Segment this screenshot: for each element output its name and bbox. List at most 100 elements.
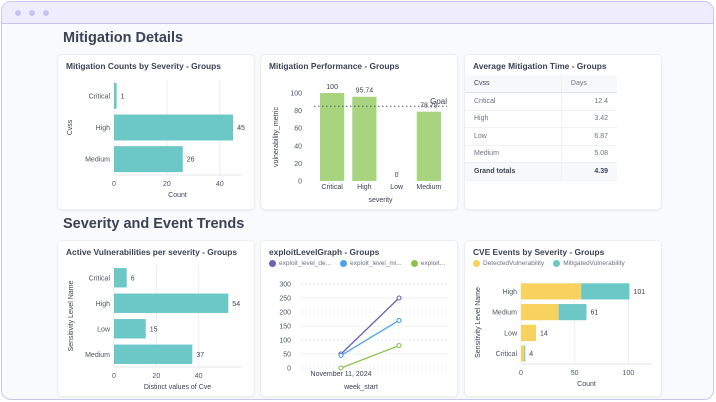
chart-legend: exploit_level_de... exploit_level_mi... … [269, 260, 445, 267]
row-value: 3.42 [560, 110, 617, 128]
card-cve-events[interactable]: CVE Events by Severity - Groups Detected… [464, 240, 662, 397]
y-tick-label: Critical [89, 93, 111, 100]
chart-legend: DetectedVulnerability MitigatedVulnerabi… [473, 260, 625, 267]
legend-item[interactable]: exploit_level_de... [269, 260, 331, 267]
x-tick-label: 50 [571, 370, 579, 377]
y-axis-title: Cvss [67, 119, 74, 135]
card-title: CVE Events by Severity - Groups [473, 247, 605, 257]
x-tick-label: November 11, 2024 [311, 371, 372, 378]
chart-active-vulnerabilities: 0 20 40 Critical 6 High 54 Low 15 Medium 37 Distinc… [68, 265, 241, 391]
y-tick-label: 50 [283, 352, 291, 359]
bar [416, 111, 441, 181]
bar [352, 96, 377, 181]
y-tick-label: 100 [290, 91, 302, 98]
bar-segment [581, 283, 630, 300]
bar [320, 93, 345, 181]
legend-item[interactable]: exploit_level_mi... [340, 260, 402, 267]
table-row: High 3.42 [465, 110, 617, 128]
column-header-days[interactable]: Days [560, 75, 617, 93]
x-tick-label: 0 [519, 370, 523, 377]
card-title: Mitigation Counts by Severity - Groups [66, 61, 221, 71]
x-axis-title: Distinct values of Cve [144, 384, 211, 391]
y-tick-label: 300 [279, 282, 291, 289]
legend-item[interactable]: MitigatedVulnerability [553, 260, 625, 267]
legend-label: MitigatedVulnerability [563, 260, 625, 267]
table-header-row: Cvss Days [465, 75, 617, 93]
y-tick-label: 40 [294, 143, 302, 150]
mitigation-time-table: Cvss Days Critical 12.4 High 3.42 Low 6.… [465, 75, 617, 181]
legend-swatch-icon [473, 260, 480, 267]
card-average-mitigation-time[interactable]: Average Mitigation Time - Groups Cvss Da… [464, 54, 662, 210]
y-tick-label: Low [97, 326, 111, 333]
bar-segment [524, 345, 526, 362]
legend-label: DetectedVulnerability [483, 260, 545, 267]
data-label: 6 [131, 275, 135, 282]
bar [114, 146, 183, 173]
data-point [338, 352, 344, 358]
column-header-cvss[interactable]: Cvss [465, 75, 562, 93]
bar [114, 319, 146, 339]
data-point [396, 343, 402, 349]
x-tick-label: 40 [216, 181, 224, 188]
data-label: 45 [237, 125, 245, 132]
series-line [340, 344, 400, 369]
window-dot-icon [29, 10, 35, 16]
data-label: 54 [232, 301, 240, 308]
y-tick-label: 0 [287, 366, 291, 373]
x-tick-label: 20 [163, 181, 171, 188]
y-tick-label: Medium [85, 157, 110, 164]
data-point [396, 317, 402, 323]
legend-item[interactable]: DetectedVulnerability [473, 260, 544, 267]
card-mitigation-performance[interactable]: Mitigation Performance - Groups 0 20 40 60 8… [260, 54, 458, 210]
row-label: Medium [465, 145, 562, 163]
data-label: 101 [633, 289, 645, 296]
bar-segment [558, 304, 587, 321]
y-tick-label: Critical [89, 275, 111, 282]
legend-swatch-icon [410, 260, 418, 267]
y-axis-title: Sensitivity Level Name [68, 280, 75, 351]
section-title-mitigation-details: Mitigation Details [63, 30, 184, 46]
y-tick-label: Critical [496, 351, 518, 358]
table-total-row: Grand totals 4.39 [465, 162, 617, 181]
bar [114, 82, 117, 109]
card-exploit-level-graph[interactable]: exploitLevelGraph - Groups exploit_level… [260, 240, 458, 397]
card-active-vulnerabilities[interactable]: Active Vulnerabilities per severity - Gr… [57, 240, 255, 397]
bar [114, 293, 229, 313]
data-label: 15 [150, 326, 158, 333]
y-tick-label: 150 [279, 324, 291, 331]
y-tick-label: 250 [279, 296, 291, 303]
bar [114, 114, 234, 141]
row-value: 5.08 [560, 145, 617, 163]
series-line [340, 319, 400, 356]
card-title: Average Mitigation Time - Groups [473, 61, 607, 71]
data-label: 1 [121, 93, 125, 100]
section-title-severity-trends: Severity and Event Trends [63, 216, 245, 232]
x-tick-label: Critical [321, 184, 343, 191]
y-axis-title: Sensitivity Level Name [475, 287, 482, 358]
total-label: Grand totals [465, 162, 562, 181]
x-axis-title: week_start [343, 384, 378, 391]
data-label: 37 [196, 352, 204, 359]
y-tick-label: 80 [294, 108, 302, 115]
x-tick-label: 40 [195, 373, 203, 380]
card-title: Active Vulnerabilities per severity - Gr… [66, 247, 237, 257]
data-label: 95.74 [356, 88, 374, 95]
y-tick-label: 200 [279, 310, 291, 317]
card-mitigation-counts[interactable]: Mitigation Counts by Severity - Groups 0… [57, 54, 255, 210]
x-axis-title: Count [577, 381, 596, 388]
legend-item[interactable]: exploit... [410, 260, 445, 267]
data-point [396, 295, 402, 301]
y-tick-label: High [96, 301, 111, 308]
table-row: Critical 12.4 [465, 92, 617, 111]
x-axis-title: Count [168, 192, 187, 199]
chart-mitigation-counts: 0 20 40 Critical 1 High 45 Medium 26 Count Cvss [67, 80, 245, 199]
data-point [338, 365, 344, 371]
x-tick-label: 0 [112, 373, 116, 380]
y-tick-label: Low [504, 330, 518, 337]
legend-swatch-icon [269, 260, 276, 267]
y-tick-label: Medium [492, 310, 517, 317]
data-label: 61 [591, 310, 599, 317]
goal-label: Goal [430, 97, 447, 106]
y-tick-label: 0 [298, 179, 302, 186]
data-label: 4 [529, 351, 533, 358]
